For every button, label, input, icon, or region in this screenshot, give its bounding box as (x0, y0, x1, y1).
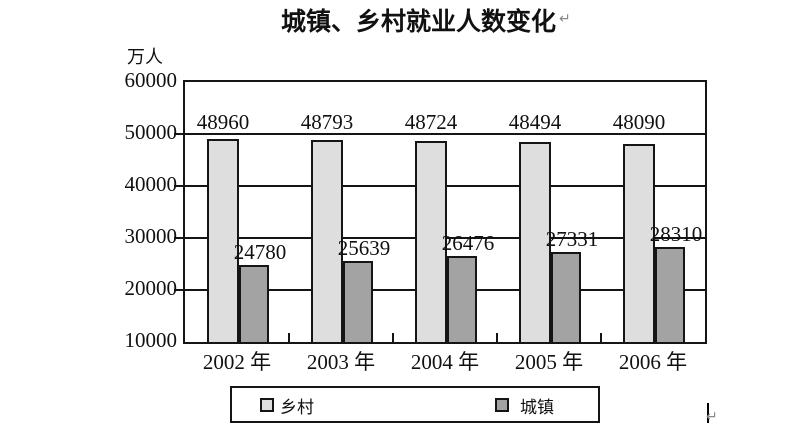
x-axis-label: 2006 年 (618, 350, 688, 374)
value-label: 25639 (337, 236, 391, 260)
y-axis-tick (174, 133, 183, 135)
value-label: 48960 (196, 110, 250, 134)
bar-urban (447, 256, 477, 342)
x-axis-tick (392, 333, 394, 342)
y-axis-label: 30000 (124, 224, 178, 248)
y-axis-label: 10000 (124, 328, 178, 352)
bar-urban (551, 252, 581, 342)
x-axis-label: 2003 年 (306, 350, 376, 374)
x-axis-label: 2005 年 (514, 350, 584, 374)
y-axis-tick (174, 185, 183, 187)
paragraph-return-icon: ↵ (559, 11, 571, 27)
y-axis-tick (174, 289, 183, 291)
bar-urban (343, 261, 373, 342)
value-label: 48724 (404, 110, 458, 134)
value-label: 48793 (300, 110, 354, 134)
value-label: 27331 (545, 227, 599, 251)
legend: 乡村 城镇 (230, 386, 600, 423)
bar-urban (239, 265, 269, 342)
x-axis-label: 2002 年 (202, 350, 272, 374)
x-axis-label: 2004 年 (410, 350, 480, 374)
x-axis-tick (496, 333, 498, 342)
bar-rural (415, 141, 447, 342)
value-label: 48494 (508, 110, 562, 134)
legend-swatch-urban (495, 398, 509, 412)
paragraph-return-icon: ↵ (706, 409, 718, 425)
value-label: 48090 (612, 110, 666, 134)
y-axis-label: 40000 (124, 172, 178, 196)
legend-swatch-rural (260, 398, 274, 412)
x-axis-tick (600, 333, 602, 342)
bar-rural (311, 140, 343, 342)
gridline (185, 133, 705, 135)
bar-rural (519, 142, 551, 342)
value-label: 28310 (649, 222, 703, 246)
y-axis-label: 60000 (124, 68, 178, 92)
plot-area: 48960 24780 48793 25639 48724 26476 48494 27331… (174, 80, 707, 344)
text-cursor (707, 403, 709, 423)
x-axis-tick (288, 333, 290, 342)
y-axis-label: 50000 (124, 120, 178, 144)
bar-rural (207, 139, 239, 342)
y-axis-unit-label: 万人 (127, 47, 163, 67)
legend-label-rural: 乡村 (280, 398, 314, 417)
y-axis-tick (174, 237, 183, 239)
value-label: 26476 (441, 231, 495, 255)
value-label: 24780 (233, 240, 287, 264)
y-axis-label: 20000 (124, 276, 178, 300)
chart-title: 城镇、乡村就业人数变化 ↵ (281, 2, 571, 38)
legend-label-urban: 城镇 (520, 398, 554, 417)
bar-rural (623, 144, 655, 342)
chart-title-text: 城镇、乡村就业人数变化 (281, 9, 557, 36)
bar-urban (655, 247, 685, 342)
